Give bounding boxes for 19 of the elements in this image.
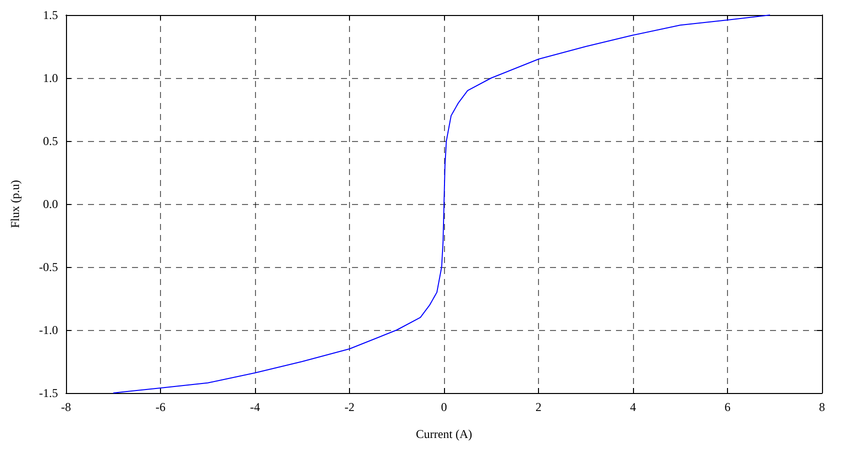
y-tick-label: 1.0 xyxy=(43,71,58,85)
x-tick-label: 6 xyxy=(724,400,730,414)
x-tick-label: -4 xyxy=(250,400,260,414)
y-tick-label: 1.5 xyxy=(43,8,58,22)
y-tick-label: -0.5 xyxy=(39,260,58,274)
y-tick-label: 0.0 xyxy=(43,197,58,211)
y-tick-label: -1.5 xyxy=(39,386,58,400)
x-tick-label: 0 xyxy=(441,400,447,414)
x-tick-label: -6 xyxy=(156,400,166,414)
y-tick-label: 0.5 xyxy=(43,134,58,148)
x-tick-label: -2 xyxy=(344,400,354,414)
line-series xyxy=(112,14,771,394)
x-axis-title: Current (A) xyxy=(416,427,472,441)
y-axis-title: Flux (p.u) xyxy=(8,180,22,228)
x-tick-label: 4 xyxy=(630,400,636,414)
x-tick-label: 2 xyxy=(536,400,542,414)
y-tick-label: -1.0 xyxy=(39,323,58,337)
x-tick-label: 8 xyxy=(819,400,825,414)
x-tick-label: -8 xyxy=(61,400,71,414)
